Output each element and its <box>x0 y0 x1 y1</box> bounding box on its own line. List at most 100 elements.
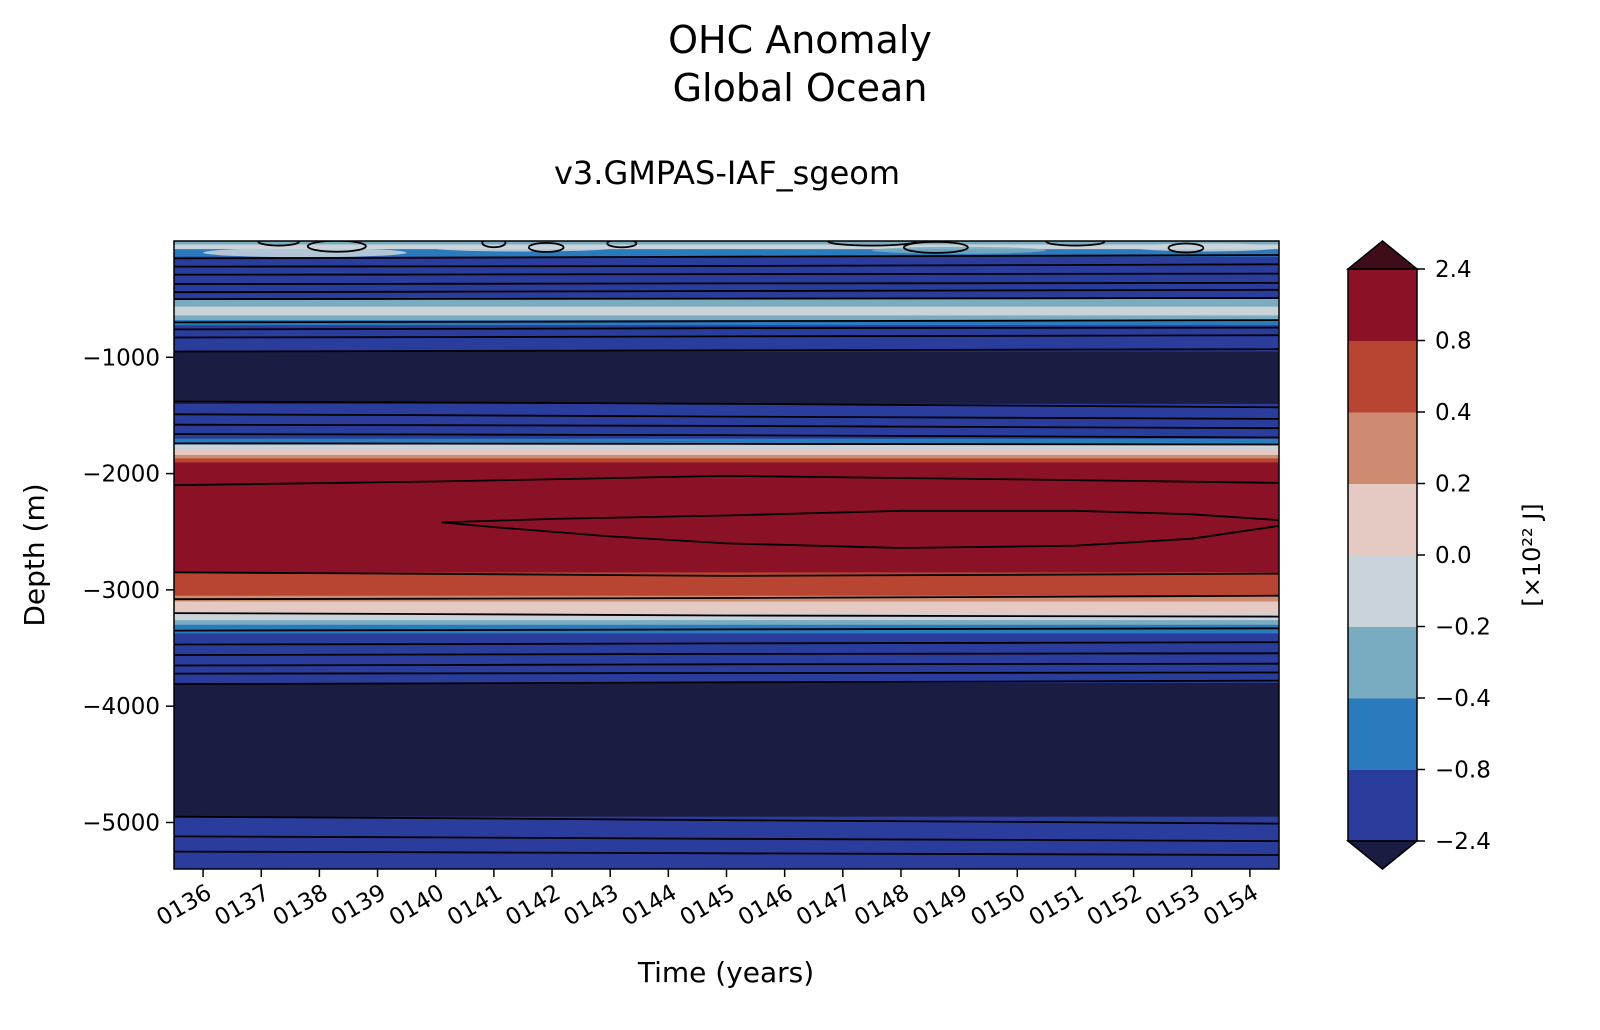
contour-line-22 <box>174 662 1279 667</box>
x-tick-label: 0154 <box>1199 880 1263 932</box>
colorbar: −2.4 −0.8 −0.4 −0.2 0.0 0.2 0.4 0.8 2.4 <box>1345 240 1491 870</box>
contour-subband-17 <box>174 613 1279 621</box>
contour-band-12 <box>174 816 1279 869</box>
contour-line-13 <box>174 433 1279 439</box>
colorbar-tick-label: 0.4 <box>1435 400 1472 426</box>
contour-line-21 <box>174 652 1279 656</box>
y-tick-label: −5000 <box>82 810 160 836</box>
contour-subband-6 <box>174 320 1279 326</box>
contour-subband-13 <box>174 584 1279 597</box>
contour-subband-1 <box>174 249 1279 254</box>
contour-eddy-0 <box>306 241 367 253</box>
colorbar-segment-5 <box>1348 412 1417 484</box>
chart-title-line2: Global Ocean <box>672 66 928 110</box>
contour-band-7 <box>174 461 1279 573</box>
colorbar-tick-label: −0.4 <box>1435 686 1491 712</box>
y-tick-label: −3000 <box>82 578 160 604</box>
contour-subband-16 <box>174 607 1279 614</box>
contour-subband-8 <box>174 444 1279 450</box>
plot-area <box>174 241 1279 869</box>
colorbar-segment-2 <box>1348 626 1417 699</box>
x-tick-label: 0144 <box>618 880 682 932</box>
contour-line-0 <box>174 254 1279 260</box>
colorbar-tick-label: 0.0 <box>1435 543 1472 569</box>
contour-subband-18 <box>174 620 1279 626</box>
colorbar-segment-0 <box>1348 769 1417 842</box>
y-tick-label: −4000 <box>82 694 160 720</box>
colorbar-segment-7 <box>1348 269 1417 341</box>
contour-eddy-5 <box>1167 242 1205 254</box>
x-tick-label: 0152 <box>1083 880 1147 932</box>
contour-line-12 <box>174 423 1279 430</box>
x-tick-label: 0138 <box>269 880 333 932</box>
x-tick-label: 0140 <box>385 880 449 932</box>
contour-subband-3 <box>174 306 1279 316</box>
colorbar-tick-label: 2.4 <box>1435 257 1472 283</box>
x-tick-label: 0142 <box>501 880 565 932</box>
contour-line-closed <box>441 509 1279 549</box>
x-tick-label: 0136 <box>152 880 216 932</box>
contour-subband-11 <box>174 458 1279 463</box>
contour-band-4 <box>174 351 1279 405</box>
contour-line-14 <box>174 442 1279 446</box>
contour-line-5 <box>174 297 1279 300</box>
contour-line-6 <box>174 319 1279 324</box>
contour-eddy-2 <box>527 241 565 253</box>
contour-line-24 <box>174 679 1279 685</box>
contour-line-8 <box>174 334 1279 339</box>
contour-line-18 <box>174 612 1279 618</box>
colorbar-under-triangle <box>1345 840 1420 870</box>
surface-patch-1 <box>435 245 611 252</box>
x-tick-label: 0143 <box>559 880 623 932</box>
x-tick-label: 0149 <box>908 880 972 932</box>
x-tick-label: 0150 <box>967 880 1031 932</box>
colorbar-segment-3 <box>1348 555 1417 627</box>
x-tick-label: 0137 <box>211 880 275 932</box>
contour-line-25 <box>174 815 1279 825</box>
x-tick-label: 0151 <box>1025 880 1089 932</box>
contour-line-17 <box>174 594 1279 601</box>
x-tick-label: 0148 <box>850 880 914 932</box>
y-tick-label: −2000 <box>82 462 160 488</box>
contour-line-23 <box>174 671 1279 675</box>
contour-subband-15 <box>174 601 1279 608</box>
surface-patch-0 <box>203 247 407 258</box>
contour-band-10 <box>174 630 1279 684</box>
contour-line-10 <box>174 400 1279 409</box>
colorbar-segment-4 <box>1348 483 1417 556</box>
y-axis-label: Depth (m) <box>18 483 51 626</box>
contour-subband-4 <box>174 299 1279 307</box>
x-tick-label: 0147 <box>792 880 856 932</box>
contour-line-19 <box>174 627 1279 632</box>
x-tick-label: 0141 <box>443 880 507 932</box>
contour-line-27 <box>174 850 1279 856</box>
surface-patch-3 <box>1133 243 1279 252</box>
contour-eddy-4 <box>902 241 969 254</box>
contour-eddy-3 <box>606 241 638 249</box>
contour-line-2 <box>174 272 1279 276</box>
contour-subband-2 <box>174 252 1279 257</box>
x-tick-label: 0146 <box>734 880 798 932</box>
chart-subtitle: v3.GMPAS-IAF_sgeom <box>553 154 901 192</box>
contour-line-26 <box>174 835 1279 842</box>
colorbar-tick-label: −0.8 <box>1435 758 1491 784</box>
contour-line-7 <box>174 326 1279 331</box>
contour-subband-7 <box>174 438 1279 446</box>
contour-line-16 <box>174 571 1279 577</box>
y-tick-label: −1000 <box>82 345 160 371</box>
contour-line-3 <box>174 282 1279 285</box>
contour-line-1 <box>174 263 1279 268</box>
contour-line-15 <box>174 474 1279 487</box>
colorbar-tick-label: 0.2 <box>1435 472 1472 498</box>
contour-line-20 <box>174 641 1279 646</box>
contour-band-11 <box>174 682 1279 818</box>
y-axis: −1000 −2000 −3000 −4000 −5000 <box>82 345 174 836</box>
colorbar-segment-1 <box>1348 698 1417 770</box>
chart-title: OHC Anomaly <box>668 18 932 62</box>
colorbar-tick-label: −2.4 <box>1435 829 1491 855</box>
contour-line-9 <box>174 348 1279 353</box>
contour-line-11 <box>174 413 1279 420</box>
contour-subband-9 <box>174 449 1279 456</box>
x-tick-label: 0139 <box>327 880 391 932</box>
